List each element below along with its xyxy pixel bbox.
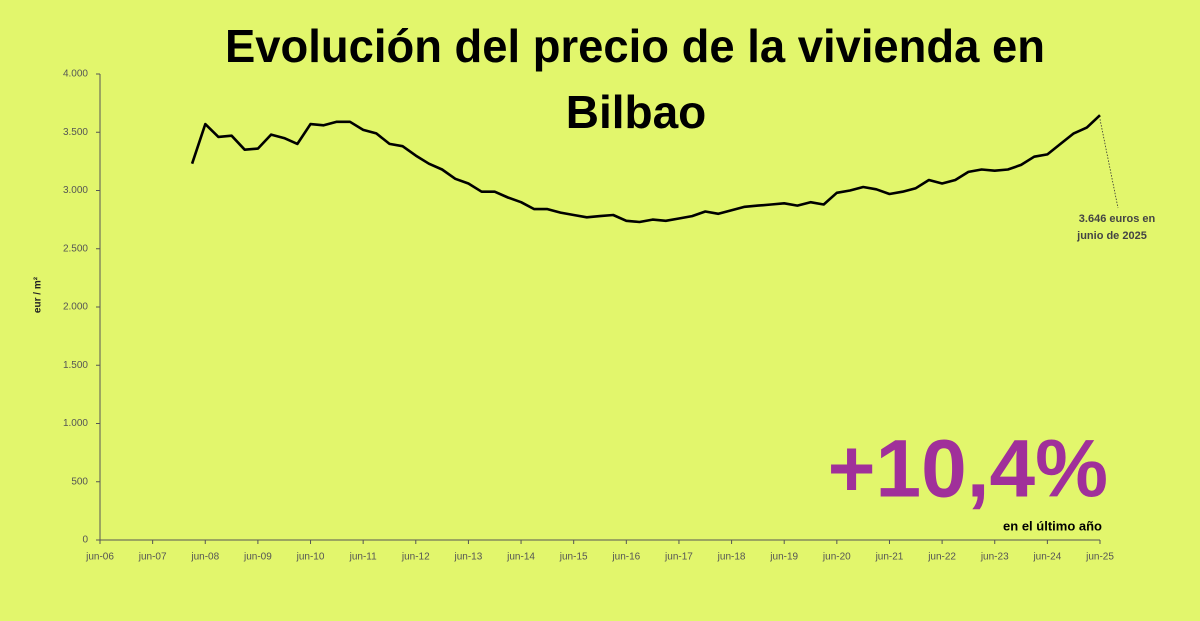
x-tick-label: jun-06 xyxy=(85,552,114,563)
x-tick-label: jun-17 xyxy=(664,552,693,563)
x-tick-label: jun-21 xyxy=(875,552,904,563)
x-tick-label: jun-11 xyxy=(349,552,377,563)
x-tick-label: jun-23 xyxy=(980,552,1009,563)
y-tick-label: 4.000 xyxy=(63,69,88,80)
highlight-caption: en el último año xyxy=(1003,518,1102,533)
annotation: 3.646 euros en xyxy=(1079,213,1156,225)
y-tick-label: 3.500 xyxy=(63,127,88,138)
highlight: +10,4% xyxy=(828,424,1108,515)
y-tick-label: 500 xyxy=(71,476,88,487)
x-tick-label: jun-10 xyxy=(296,552,325,563)
chart-title: Evolución del precio de la vivienda en xyxy=(225,20,1045,72)
x-tick-label: jun-24 xyxy=(1032,552,1061,563)
price-line xyxy=(190,114,1101,224)
y-axis-label: eur / m² xyxy=(33,276,44,313)
x-tick-label: jun-12 xyxy=(401,552,430,563)
y-tick-label: 1.000 xyxy=(63,418,88,429)
x-tick-label: jun-20 xyxy=(822,552,851,563)
y-tick-label: 2.500 xyxy=(63,243,88,254)
y-tick-label: 2.000 xyxy=(63,302,88,313)
x-tick-label: jun-18 xyxy=(717,552,746,563)
chart-title: Bilbao xyxy=(566,86,707,138)
x-tick-label: jun-14 xyxy=(506,552,535,563)
x-tick-label: jun-13 xyxy=(454,552,483,563)
annotation: junio de 2025 xyxy=(1076,230,1147,242)
x-tick-label: jun-16 xyxy=(611,552,640,563)
x-tick-label: jun-08 xyxy=(190,552,219,563)
x-tick-label: jun-09 xyxy=(243,552,272,563)
y-tick-label: 3.000 xyxy=(63,185,88,196)
x-tick-label: jun-22 xyxy=(927,552,956,563)
annotation-leader xyxy=(1099,119,1119,209)
x-tick-label: jun-15 xyxy=(559,552,588,563)
x-tick-label: jun-07 xyxy=(138,552,167,563)
y-tick-label: 0 xyxy=(82,535,88,546)
y-tick-label: 1.500 xyxy=(63,360,88,371)
x-tick-label: jun-25 xyxy=(1085,552,1114,563)
x-tick-label: jun-19 xyxy=(769,552,798,563)
